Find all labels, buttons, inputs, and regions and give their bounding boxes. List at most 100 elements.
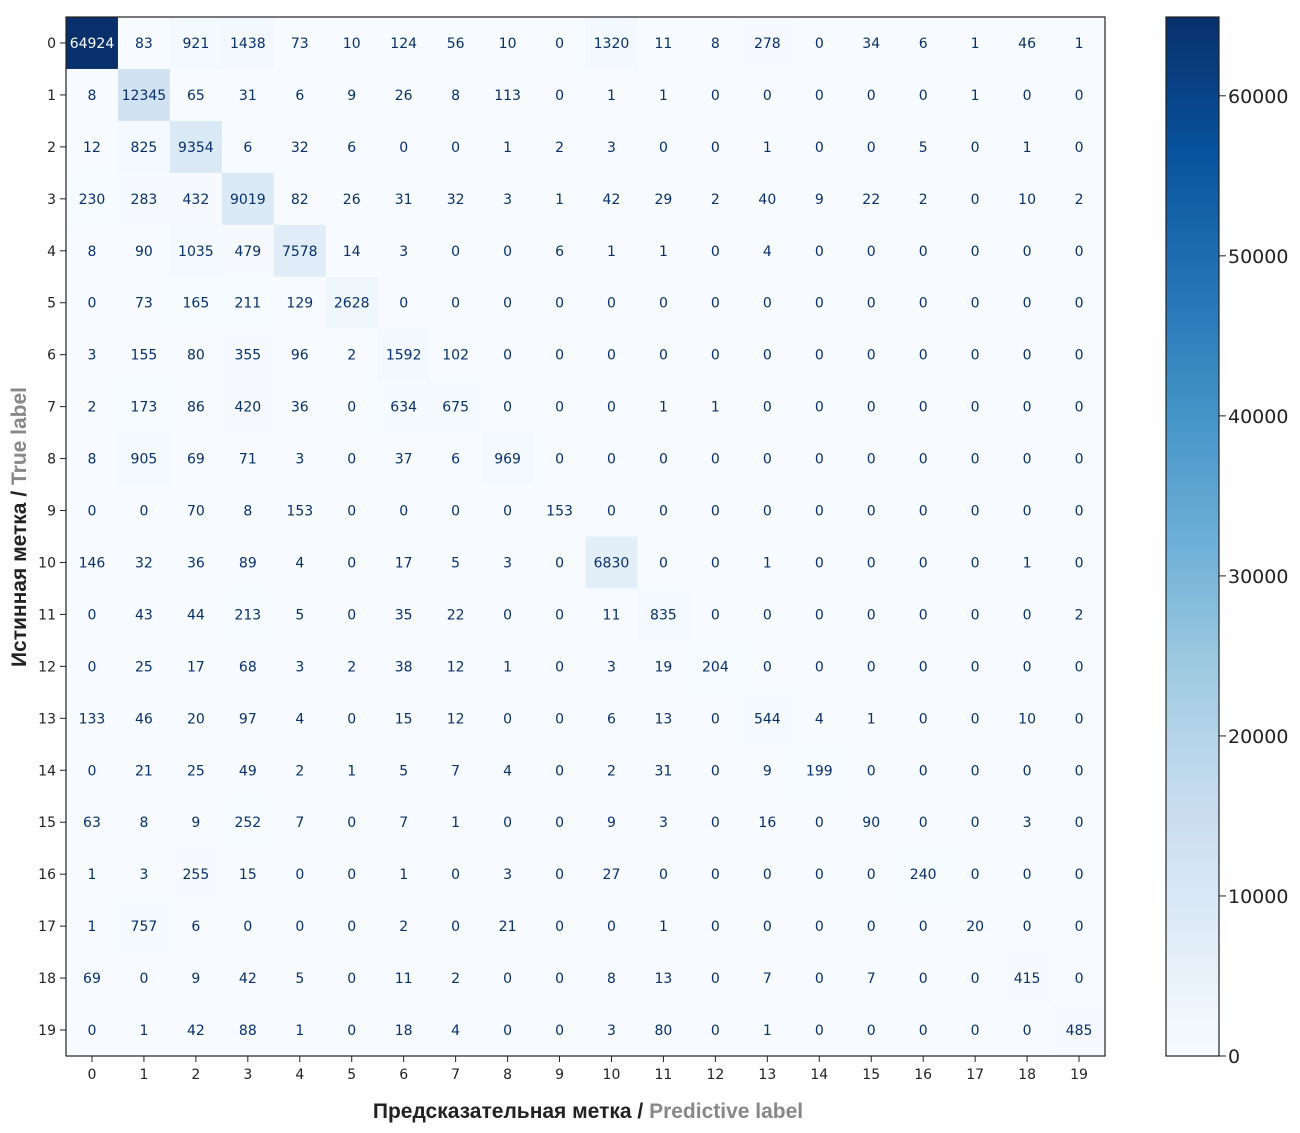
heatmap-cell	[585, 484, 638, 537]
cell-value: 0	[1023, 88, 1032, 104]
cell-value: 0	[503, 244, 512, 260]
cell-value: 6830	[594, 555, 630, 571]
cell-value: 0	[1075, 919, 1084, 935]
cell-value: 0	[399, 504, 408, 520]
cell-value: 0	[347, 452, 356, 468]
cell-value: 21	[135, 763, 153, 779]
cell-value: 1	[711, 400, 720, 416]
cell-value: 0	[659, 452, 668, 468]
cell-value: 0	[919, 400, 928, 416]
heatmap-cell	[429, 744, 483, 797]
x-tick-label: 14	[810, 1067, 828, 1083]
heatmap-cell	[66, 900, 119, 953]
heatmap-cell	[949, 484, 1002, 537]
heatmap-cell	[481, 1004, 535, 1057]
cell-value: 0	[815, 919, 824, 935]
cell-value: 153	[286, 504, 313, 520]
heatmap-cell	[533, 484, 586, 537]
heatmap-cell	[897, 744, 950, 797]
cell-value: 0	[867, 1023, 876, 1039]
cell-value: 1	[451, 815, 460, 831]
heatmap-cell	[377, 848, 431, 901]
cell-value: 905	[131, 452, 158, 468]
heatmap-cell	[273, 120, 327, 174]
cell-value: 0	[711, 348, 720, 364]
cell-value: 0	[555, 555, 564, 571]
heatmap-cell	[689, 224, 742, 278]
cell-value: 96	[291, 348, 309, 364]
heatmap-cell	[325, 484, 379, 537]
heatmap-cell	[637, 484, 690, 537]
heatmap-cell	[169, 796, 223, 849]
heatmap-cell	[377, 1004, 431, 1057]
heatmap-cell	[689, 848, 742, 901]
cell-value: 8	[451, 88, 460, 104]
heatmap-cell	[117, 640, 171, 693]
heatmap-cell	[533, 224, 586, 278]
cell-value: 11	[395, 971, 413, 987]
cell-value: 3	[659, 815, 668, 831]
y-tick-label: 16	[38, 867, 56, 883]
cell-value: 0	[711, 971, 720, 987]
cell-value: 1	[659, 919, 668, 935]
heatmap-cell	[221, 952, 275, 1005]
heatmap-cell	[325, 588, 379, 641]
cell-value: 63	[83, 815, 101, 831]
heatmap-cell	[66, 1004, 119, 1057]
heatmap-cell	[1053, 432, 1106, 486]
heatmap-cell	[741, 484, 794, 537]
heatmap-cell	[949, 952, 1002, 1005]
cell-value: 4	[295, 555, 304, 571]
heatmap-cell	[221, 172, 275, 226]
cell-value: 7	[763, 971, 772, 987]
cell-value: 0	[711, 867, 720, 883]
cell-value: 0	[711, 1023, 720, 1039]
cell-value: 0	[451, 140, 460, 156]
heatmap-cell	[429, 17, 483, 70]
heatmap-cell	[481, 692, 535, 745]
heatmap-cell	[1053, 1004, 1106, 1057]
cell-value: 0	[971, 555, 980, 571]
y-tick-label: 6	[47, 348, 56, 364]
cell-value: 0	[503, 1023, 512, 1039]
heatmap-cell	[897, 328, 950, 382]
cell-value: 0	[763, 504, 772, 520]
heatmap-cell	[169, 536, 223, 589]
heatmap-cell	[377, 328, 431, 382]
heatmap-cell	[273, 640, 327, 693]
cell-value: 0	[555, 1023, 564, 1039]
heatmap-cell	[169, 692, 223, 745]
cell-value: 4	[763, 244, 772, 260]
x-axis-title-ru: Предсказательная метка /	[373, 1100, 649, 1123]
cell-value: 0	[711, 607, 720, 623]
heatmap-cell	[949, 692, 1002, 745]
heatmap-cell	[949, 536, 1002, 589]
heatmap-cell	[897, 224, 950, 278]
heatmap-cell	[689, 744, 742, 797]
heatmap-cell	[637, 172, 690, 226]
cell-value: 1	[347, 763, 356, 779]
heatmap-cell	[169, 380, 223, 434]
cell-value: 20	[187, 711, 205, 727]
heatmap-cell	[1053, 952, 1106, 1005]
colorbar-tick-label: 50000	[1228, 246, 1288, 268]
heatmap-cell	[325, 432, 379, 486]
heatmap-cell	[66, 692, 119, 745]
cell-value: 1	[503, 140, 512, 156]
heatmap-cell	[221, 848, 275, 901]
heatmap-cell	[66, 172, 119, 226]
heatmap-cell	[325, 1004, 379, 1057]
cell-value: 0	[555, 919, 564, 935]
cell-value: 0	[347, 607, 356, 623]
heatmap-cell	[1001, 900, 1054, 953]
heatmap-cell	[117, 692, 171, 745]
heatmap-cell	[169, 172, 223, 226]
cell-value: 0	[1023, 348, 1032, 364]
heatmap-cell	[481, 848, 535, 901]
heatmap-cell	[897, 640, 950, 693]
heatmap-cell	[481, 172, 535, 226]
cell-value: 0	[451, 867, 460, 883]
cell-value: 0	[399, 296, 408, 312]
heatmap-cell	[325, 848, 379, 901]
cell-value: 2	[919, 192, 928, 208]
